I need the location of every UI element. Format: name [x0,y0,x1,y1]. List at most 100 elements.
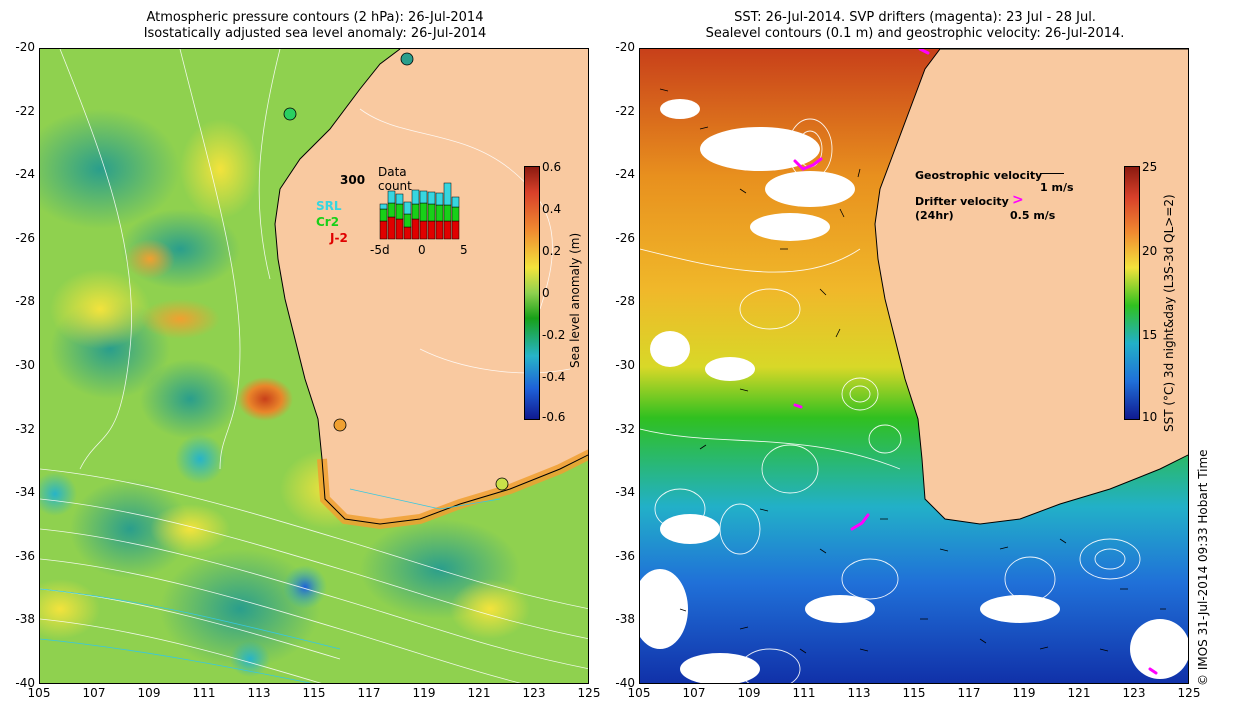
sla-colorbar-tick: 0.4 [542,202,562,216]
inset-bar-srl [395,193,404,205]
inset-tick: 5 [460,243,468,257]
inset-bar-j2 [379,220,388,240]
sla-colorbar-label: Sea level anomaly (m) [568,232,582,368]
x-axis-tick: 111 [192,686,216,700]
x-axis-tick: 119 [412,686,436,700]
inset-bar-j2 [435,220,444,240]
y-axis-tick: -28 [615,294,635,309]
x-axis-tick: 121 [467,686,491,700]
y-axis-tick: -24 [615,167,635,182]
left-title: Atmospheric pressure contours (2 hPa): 2… [40,10,590,42]
y-axis-tick: -36 [615,548,635,563]
legend-j2: J-2 [330,231,348,245]
y-axis-tick: -38 [15,612,35,627]
y-axis-tick: -34 [615,485,635,500]
sla-colorbar-tick: -0.2 [542,328,566,342]
x-axis-tick: 107 [682,686,706,700]
sealevel-contours [640,118,1141,683]
data-count-inset: 300 Data count SRL Cr2 J-2 -5d 0 5 [316,165,468,257]
inset-tick: -5d [370,243,390,257]
x-axis-tick: 123 [522,686,546,700]
x-axis-tick: 117 [957,686,981,700]
sla-land [275,49,588,524]
legend-cr2: Cr2 [316,215,340,229]
tide-gauge-marker[interactable] [283,107,297,121]
x-axis-tick: 109 [137,686,161,700]
tide-gauge-marker[interactable] [495,477,509,491]
y-axis-tick: -40 [15,676,35,690]
y-axis-tick: -38 [615,612,635,627]
sla-coastline [274,49,588,525]
x-axis-tick: 113 [847,686,871,700]
inset-bar-j2 [451,220,460,240]
sst-colorbar-tick: 15 [1142,328,1158,342]
inset-bar-j2 [387,216,396,240]
geostrophic-speed: 1 m/s [1040,181,1074,194]
inset-bar-srl [379,203,388,210]
cyan-contours [40,488,501,683]
inset-bar-srl [411,189,420,205]
y-axis-tick: -20 [615,40,635,54]
inset-bar-srl [427,191,436,205]
drifter-arrow-icon: > [1012,192,1024,208]
inset-bar-srl [403,201,412,215]
sla-colorbar-tick: -0.6 [542,410,566,424]
sla-map[interactable]: 300 Data count SRL Cr2 J-2 -5d 0 5 [39,48,589,684]
y-axis-tick: -40 [615,676,635,690]
sst-land [874,49,1188,525]
tide-gauge-marker[interactable] [333,418,347,432]
y-axis-tick: -36 [15,548,35,563]
inset-bar-cr2 [419,202,428,222]
inset-tick: 0 [418,243,426,257]
inset-bar-srl [419,190,428,204]
inset-bar-cr2 [379,208,388,222]
tide-gauge-marker[interactable] [400,52,414,66]
inset-bars [379,182,460,240]
sla-colorbar-tick: 0.2 [542,244,562,258]
y-axis-tick: -32 [615,421,635,436]
y-axis-tick: -30 [15,358,35,372]
inset-bar-cr2 [435,204,444,222]
y-axis-tick: -30 [615,358,635,372]
x-axis-tick: 123 [1122,686,1146,700]
x-axis-tick: 105 [627,686,651,700]
pressure-contours [40,49,588,683]
right-title-line2: Sealevel contours (0.1 m) and geostrophi… [705,26,1125,41]
inset-bar-j2 [395,218,404,240]
inset-bar-cr2 [411,203,420,220]
inset-bar-j2 [427,220,436,240]
y-axis-tick: -26 [15,230,35,245]
right-title: SST: 26-Jul-2014. SVP drifters (magenta)… [640,10,1190,42]
sst-colorbar-tick: 20 [1142,244,1158,258]
y-axis-tick: -34 [15,485,35,500]
inset-bar-j2 [419,220,428,240]
y-axis-tick: -28 [15,294,35,309]
inset-bar-cr2 [443,204,452,222]
legend-srl: SRL [316,199,342,213]
sla-colorbar-tick: 0 [542,286,550,300]
sla-colorbar-tick: -0.4 [542,370,566,384]
drifter-velocity-sub: (24hr) [915,209,954,222]
sst-map-svg [640,49,1188,683]
right-title-line1: SST: 26-Jul-2014. SVP drifters (magenta)… [734,10,1096,25]
inset-bar-srl [451,196,460,208]
cloud-gaps [640,99,1188,683]
sla-anomaly-blobs [40,109,530,677]
x-axis-tick: 115 [902,686,926,700]
y-axis-tick: -20 [15,40,35,54]
geostrophic-arrow [1040,173,1064,174]
y-axis-tick: -26 [615,230,635,245]
inset-bar-srl [435,192,444,206]
x-axis-tick: 109 [737,686,761,700]
sst-colorbar-tick: 10 [1142,410,1158,424]
inset-bar-cr2 [387,202,396,218]
inset-bar-cr2 [395,203,404,220]
inset-bar-cr2 [403,213,412,228]
inset-bar-j2 [411,218,420,240]
sla-map-svg [40,49,588,683]
inset-bar-srl [443,182,452,206]
inset-bar-j2 [403,226,412,240]
sst-map[interactable]: Geostrophic velocity 1 m/s Drifter veloc… [639,48,1189,684]
left-title-line1: Atmospheric pressure contours (2 hPa): 2… [146,10,484,25]
x-axis-tick: 119 [1012,686,1036,700]
